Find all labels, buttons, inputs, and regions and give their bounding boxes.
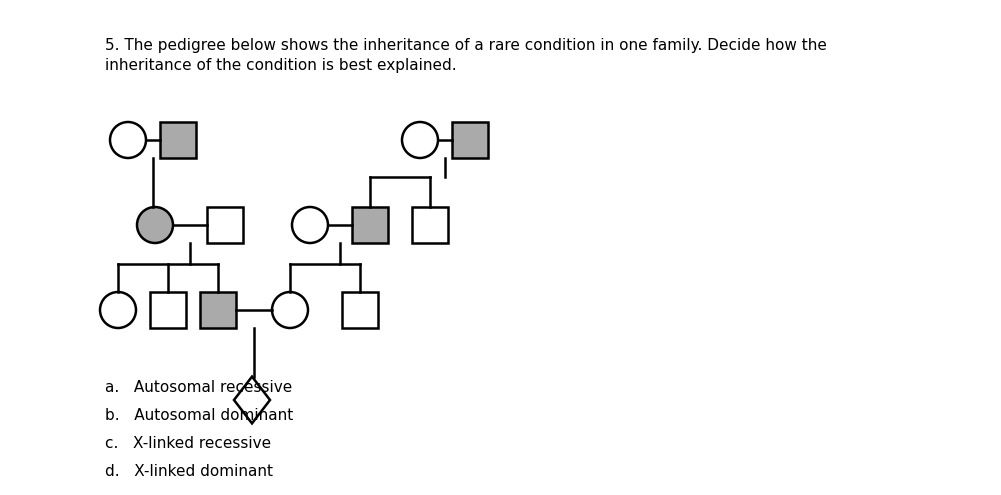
Circle shape [100,292,136,328]
Bar [160,122,196,158]
Bar [207,207,243,243]
Bar [452,122,488,158]
Circle shape [402,122,438,158]
Bar [150,292,186,328]
Bar [200,292,236,328]
Bar [342,292,378,328]
Text: c.   X-linked recessive: c. X-linked recessive [105,436,271,451]
Text: inheritance of the condition is best explained.: inheritance of the condition is best exp… [105,58,456,73]
Circle shape [110,122,146,158]
Text: d.   X-linked dominant: d. X-linked dominant [105,464,273,479]
Circle shape [137,207,173,243]
Bar [352,207,388,243]
Circle shape [272,292,308,328]
Circle shape [292,207,328,243]
Text: a.   Autosomal recessive: a. Autosomal recessive [105,380,292,395]
Polygon shape [234,377,270,423]
Text: b.   Autosomal dominant: b. Autosomal dominant [105,408,293,423]
Bar [412,207,448,243]
Text: 5. The pedigree below shows the inheritance of a rare condition in one family. D: 5. The pedigree below shows the inherita… [105,38,827,53]
